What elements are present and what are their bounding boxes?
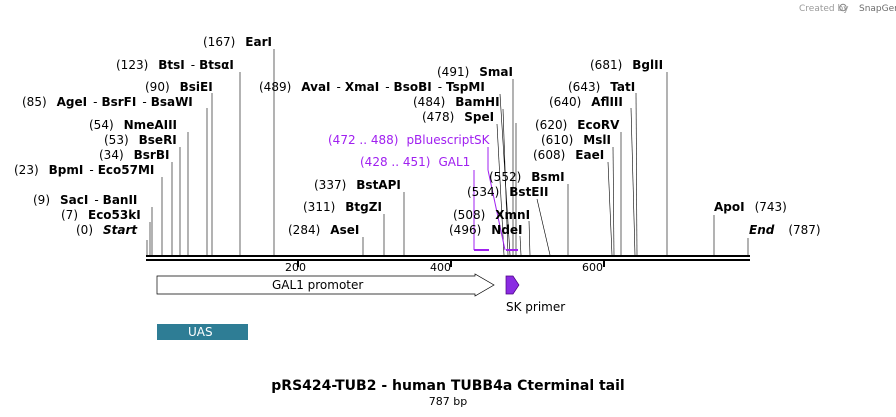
site-eaei: (608) EaeI	[533, 148, 604, 162]
site-line	[630, 107, 636, 256]
site-line	[502, 108, 509, 256]
feature-labels: (472 .. 488) pBluescriptSK (428 .. 451) GA…	[328, 133, 491, 169]
snapgene-logo-icon	[839, 3, 847, 12]
brand-prefix: Created by	[799, 4, 849, 14]
site-line	[536, 198, 551, 256]
site-lines	[146, 49, 749, 256]
site-bglii: (681) BglII	[590, 58, 663, 72]
site-asei: (284) AseI	[288, 223, 359, 237]
axis-ticks: 200 400 600	[285, 261, 605, 274]
sequence-backbone	[146, 255, 750, 261]
promoter-arrow-icon	[156, 273, 495, 297]
site-eco53ki: (7) Eco53kI	[61, 208, 141, 222]
uas-track: UAS	[157, 324, 248, 340]
site-bsrbi: (34) BsrBI	[99, 148, 169, 162]
site-xmni: (508) XmnI	[453, 208, 530, 222]
site-ecorv: (620) EcoRV	[535, 118, 620, 132]
site-bpmi-eco57mi: (23) BpmI - Eco57MI	[14, 163, 154, 177]
promoter-label: GAL1 promoter	[272, 278, 363, 292]
axis-tick-600: 600	[582, 261, 603, 274]
site-bamhi: (484) BamHI	[413, 95, 500, 109]
site-line	[635, 92, 638, 256]
site-line	[528, 220, 531, 256]
uas-box	[157, 324, 248, 340]
site-line	[607, 161, 613, 256]
site-line	[612, 146, 615, 256]
site-ndei: (496) NdeI	[449, 223, 523, 237]
site-end: End (787)	[749, 223, 821, 237]
site-btgzi: (311) BtgZI	[303, 200, 382, 214]
site-smai: (491) SmaI	[437, 65, 513, 79]
site-start: (0) Start	[76, 223, 138, 237]
site-avai-xmai-bsobi-tspmi: (489) AvaI - XmaI - BsoBI - TspMI	[259, 80, 485, 94]
site-line	[519, 235, 522, 256]
site-afliii: (640) AflIII	[549, 95, 623, 109]
site-msli: (610) MslI	[541, 133, 611, 147]
sk-primer-track: SK primer	[505, 275, 565, 314]
site-saci-banii: (9) SacI - BanII	[33, 193, 137, 207]
axis-tick-200: 200	[285, 261, 306, 274]
axis-tick-400: 400	[430, 261, 451, 274]
site-bsmi: (552) BsmI	[489, 170, 565, 184]
site-line	[496, 123, 505, 256]
site-btsi-btsai: (123) BtsI - BtsαI	[116, 58, 234, 72]
site-bsteii: (534) BstEII	[467, 185, 548, 199]
site-tati: (643) TatI	[568, 80, 635, 94]
primer-arrow-icon	[505, 275, 520, 295]
feature-gal1: (428 .. 451) GAL1	[360, 155, 470, 169]
map-length: 787 bp	[429, 395, 467, 408]
feature-lines	[473, 147, 518, 251]
feature-line	[487, 169, 506, 251]
site-agei-bsrfi-bsawi: (85) AgeI - BsrFI - BsaWI	[22, 95, 193, 109]
site-bsiei: (90) BsiEI	[145, 80, 213, 94]
site-bseri: (53) BseRI	[104, 133, 177, 147]
site-nmeaiii: (54) NmeAIII	[89, 118, 177, 132]
site-eari: (167) EarI	[203, 35, 272, 49]
feature-pbluescriptsk: (472 .. 488) pBluescriptSK	[328, 133, 491, 147]
site-apoi: ApoI (743)	[714, 200, 787, 214]
uas-label: UAS	[188, 325, 213, 339]
site-labels: (0) Start (7) Eco53kI (9) SacI - BanII (23) Bp…	[14, 35, 821, 237]
primer-label: SK primer	[506, 300, 565, 314]
brand-name: SnapGene	[859, 4, 896, 14]
site-bstapi: (337) BstAPI	[314, 178, 401, 192]
site-spei: (478) SpeI	[422, 110, 494, 124]
map-title: pRS424-TUB2 - human TUBB4a Cterminal tai…	[271, 378, 624, 394]
gal1-promoter-track: GAL1 promoter	[156, 273, 495, 297]
